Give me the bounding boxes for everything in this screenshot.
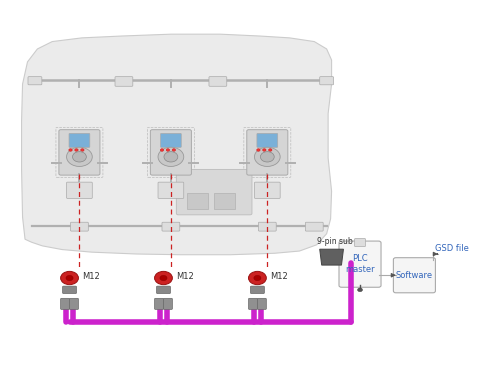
Text: M12: M12 <box>176 272 194 281</box>
Circle shape <box>154 272 172 285</box>
FancyBboxPatch shape <box>59 130 100 175</box>
Circle shape <box>72 152 86 162</box>
Circle shape <box>160 149 164 151</box>
Circle shape <box>158 147 184 166</box>
FancyBboxPatch shape <box>176 170 252 215</box>
FancyBboxPatch shape <box>60 298 70 309</box>
Circle shape <box>262 149 266 151</box>
FancyBboxPatch shape <box>164 298 172 309</box>
Circle shape <box>164 152 178 162</box>
FancyBboxPatch shape <box>115 76 133 86</box>
FancyBboxPatch shape <box>158 182 184 198</box>
Circle shape <box>254 147 280 166</box>
FancyBboxPatch shape <box>62 286 76 294</box>
FancyBboxPatch shape <box>70 222 88 231</box>
Text: GSD file: GSD file <box>436 244 470 253</box>
Circle shape <box>260 152 274 162</box>
Circle shape <box>358 288 362 292</box>
Text: Software: Software <box>396 271 433 280</box>
FancyBboxPatch shape <box>247 130 288 175</box>
FancyBboxPatch shape <box>156 286 170 294</box>
FancyBboxPatch shape <box>162 222 180 231</box>
Circle shape <box>66 147 92 166</box>
FancyBboxPatch shape <box>150 130 192 175</box>
FancyBboxPatch shape <box>28 76 42 85</box>
FancyBboxPatch shape <box>257 134 278 147</box>
Text: PLC
master: PLC master <box>345 255 375 274</box>
FancyBboxPatch shape <box>354 238 366 247</box>
Circle shape <box>60 272 78 285</box>
Circle shape <box>80 149 84 151</box>
Polygon shape <box>320 249 344 265</box>
FancyBboxPatch shape <box>394 258 436 293</box>
FancyBboxPatch shape <box>248 298 258 309</box>
FancyBboxPatch shape <box>258 222 276 231</box>
FancyBboxPatch shape <box>254 182 280 198</box>
Text: M12: M12 <box>82 272 100 281</box>
FancyBboxPatch shape <box>154 298 164 309</box>
Circle shape <box>268 149 272 151</box>
FancyBboxPatch shape <box>187 193 208 208</box>
FancyBboxPatch shape <box>66 182 92 198</box>
FancyBboxPatch shape <box>320 76 334 85</box>
FancyBboxPatch shape <box>339 241 381 287</box>
FancyBboxPatch shape <box>258 298 266 309</box>
Circle shape <box>160 275 167 280</box>
Text: M12: M12 <box>270 272 288 281</box>
FancyBboxPatch shape <box>250 286 264 294</box>
Circle shape <box>74 149 78 151</box>
Circle shape <box>172 149 176 151</box>
FancyBboxPatch shape <box>306 222 323 231</box>
Circle shape <box>254 275 261 280</box>
FancyBboxPatch shape <box>69 134 90 147</box>
FancyBboxPatch shape <box>70 298 78 309</box>
Circle shape <box>166 149 170 151</box>
Polygon shape <box>22 34 332 255</box>
Circle shape <box>66 275 73 280</box>
FancyBboxPatch shape <box>209 76 227 86</box>
Circle shape <box>256 149 260 151</box>
FancyBboxPatch shape <box>214 193 235 208</box>
FancyBboxPatch shape <box>160 134 182 147</box>
Text: 9-pin sub: 9-pin sub <box>317 237 352 246</box>
Circle shape <box>248 272 266 285</box>
Circle shape <box>69 149 72 151</box>
